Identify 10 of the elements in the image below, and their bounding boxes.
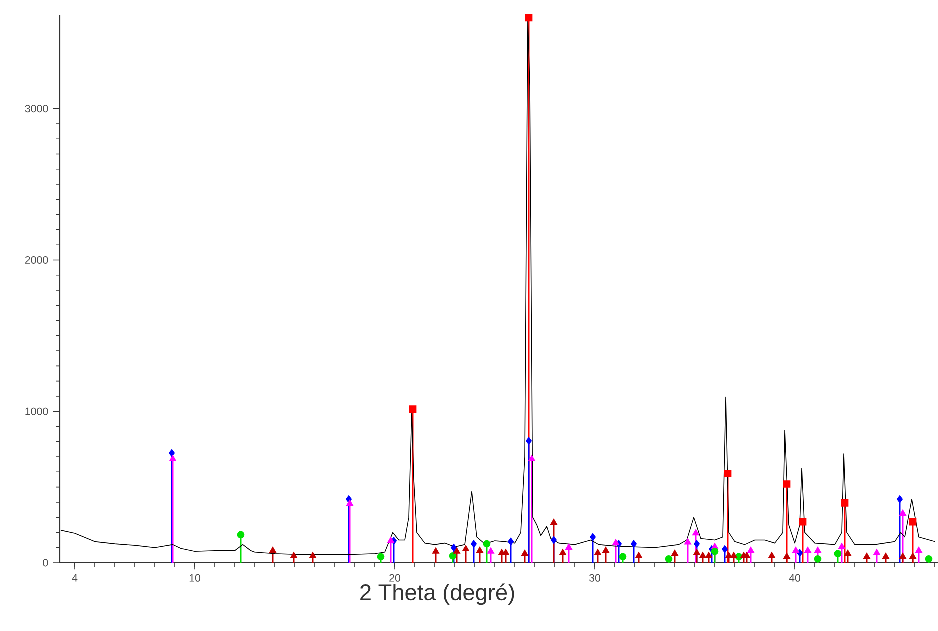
y-tick-label: 1000 [26, 408, 48, 416]
x-axis-title: 2 Theta (degré) [360, 584, 514, 606]
x-tick-label: 10 [190, 574, 201, 582]
y-tick-label: 0 [43, 559, 48, 567]
x-tick-label: 20 [390, 574, 401, 582]
x-tick-label: 30 [589, 574, 601, 582]
x-tick-label: 4 [72, 574, 78, 582]
x-tick-label: 40 [789, 574, 801, 582]
y-tick-label: 2000 [25, 256, 48, 264]
y-tick-label: 3000 [25, 105, 48, 113]
